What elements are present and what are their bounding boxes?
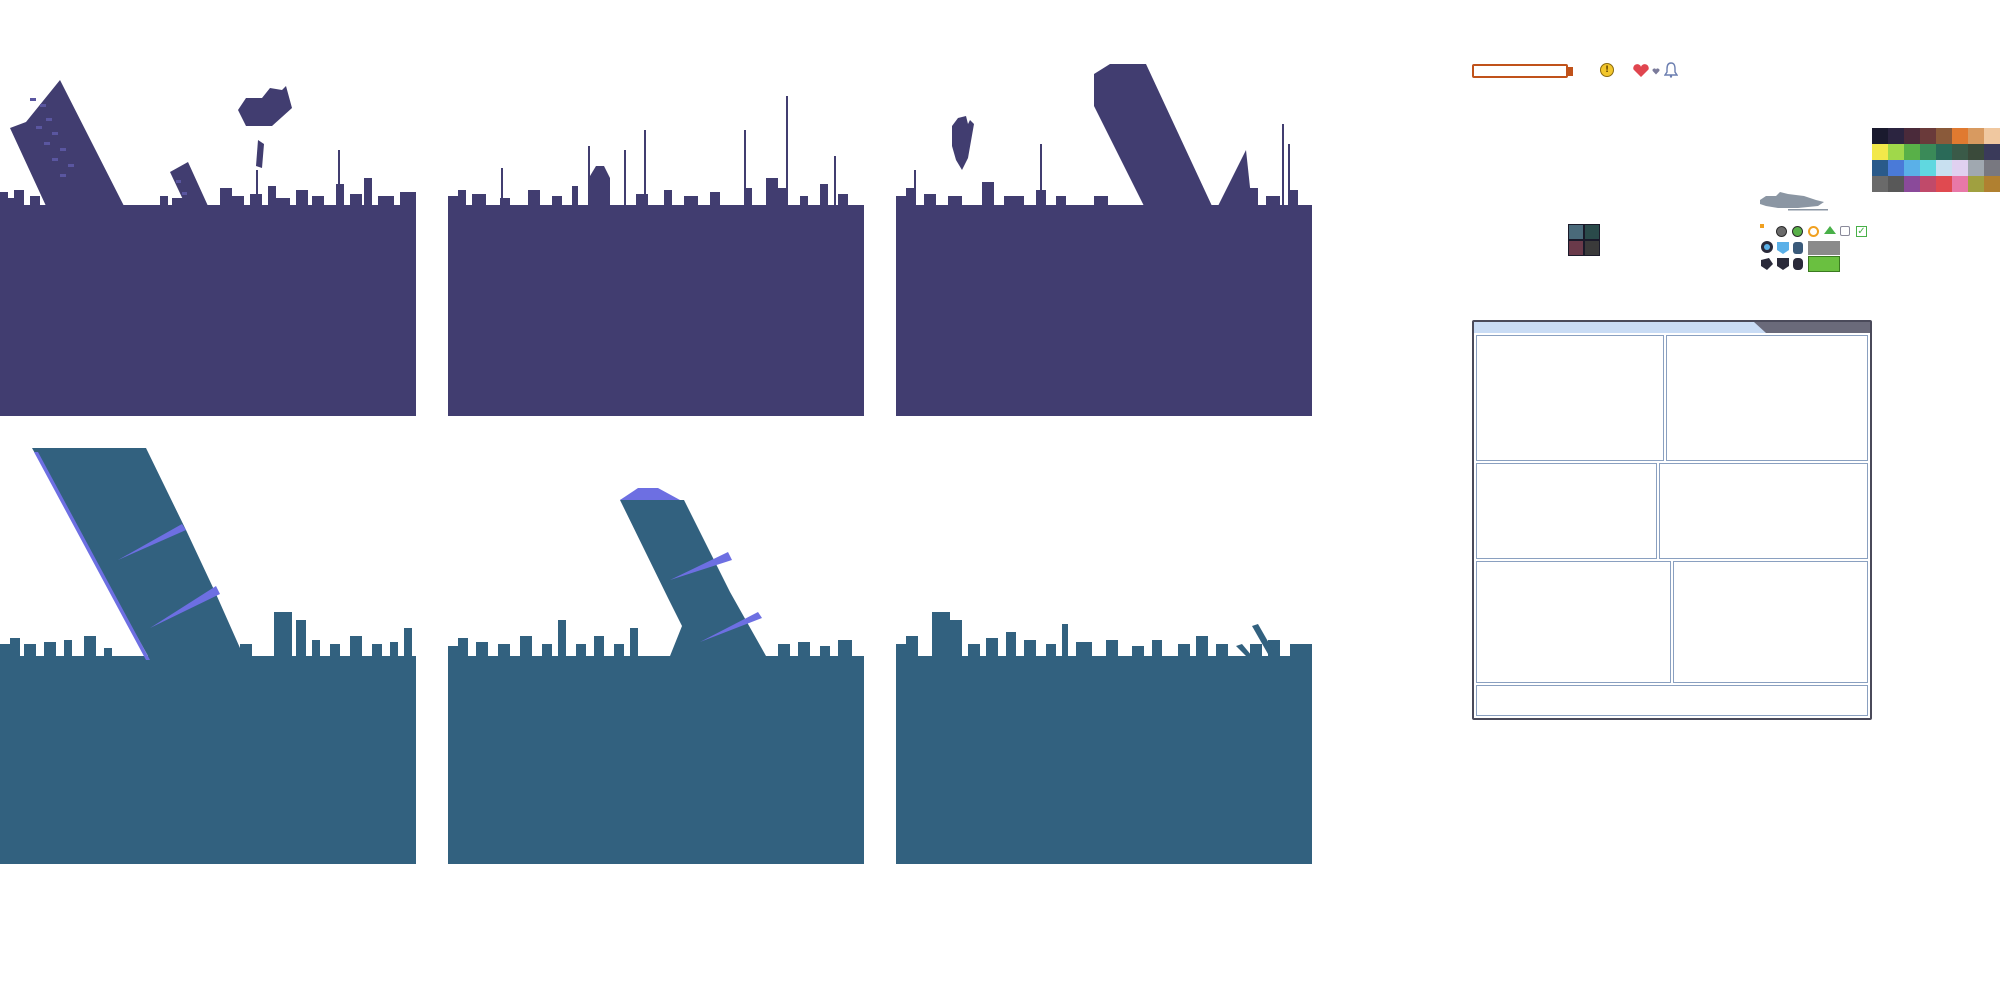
progress-bar-cap <box>1568 67 1573 76</box>
tile-icons <box>1568 224 1600 256</box>
gray-bar-swatch <box>1808 241 1840 255</box>
skyline-night-3 <box>896 0 1312 416</box>
palette-swatch[interactable] <box>1888 160 1904 176</box>
palette-swatch[interactable] <box>1904 176 1920 192</box>
palette-swatch[interactable] <box>1872 144 1888 160</box>
palette-swatch[interactable] <box>1872 128 1888 144</box>
palette-swatch[interactable] <box>1920 128 1936 144</box>
tile-icon <box>1568 224 1584 240</box>
palette-swatch[interactable] <box>1936 128 1952 144</box>
palette-swatch[interactable] <box>1904 144 1920 160</box>
coin-icon: ! <box>1600 63 1614 77</box>
ship-icon <box>1760 192 1828 211</box>
skyline-night-1 <box>0 0 416 416</box>
progress-bar <box>1472 64 1568 78</box>
palette-swatch[interactable] <box>1984 176 2000 192</box>
palette-swatch[interactable] <box>1888 176 1904 192</box>
pane-5 <box>1476 561 1671 683</box>
window-tab[interactable] <box>1754 322 1870 333</box>
palette-swatch[interactable] <box>1920 176 1936 192</box>
palette-swatch[interactable] <box>1904 160 1920 176</box>
palette-swatch[interactable] <box>1936 144 1952 160</box>
palette-swatch[interactable] <box>1936 176 1952 192</box>
palette-swatch[interactable] <box>1888 128 1904 144</box>
window-frame <box>1472 320 1872 720</box>
palette-swatch[interactable] <box>1952 160 1968 176</box>
empty-box-icon <box>1840 226 1850 236</box>
pane-1 <box>1476 335 1664 461</box>
small-heart-icon <box>1652 68 1660 75</box>
palette-swatch[interactable] <box>1920 144 1936 160</box>
palette-swatch[interactable] <box>1952 176 1968 192</box>
palette-swatch[interactable] <box>1968 144 1984 160</box>
palette-swatch[interactable] <box>1968 176 1984 192</box>
pane-6 <box>1673 561 1868 683</box>
skyline-night-2 <box>448 0 864 416</box>
palette-swatch[interactable] <box>1968 128 1984 144</box>
palette-swatch[interactable] <box>1952 144 1968 160</box>
dot-icon <box>1760 224 1764 228</box>
tile-icon <box>1584 224 1600 240</box>
palette-swatch[interactable] <box>1984 144 2000 160</box>
pane-footer <box>1476 685 1868 716</box>
palette-swatch[interactable] <box>1920 160 1936 176</box>
palette-swatch[interactable] <box>1952 128 1968 144</box>
window-title-bar[interactable] <box>1474 322 1870 333</box>
palette-swatch[interactable] <box>1968 160 1984 176</box>
sprite-cluster <box>1760 240 1808 272</box>
tile-icon <box>1568 240 1584 256</box>
skyline-day-3 <box>896 448 1312 864</box>
up-arrow-icon <box>1824 226 1836 234</box>
pane-3 <box>1476 463 1657 559</box>
heart-icon <box>1633 64 1649 77</box>
tile-icon <box>1584 240 1600 256</box>
pane-4 <box>1659 463 1868 559</box>
status-icon-row: ✓ <box>1760 224 1890 240</box>
palette-swatch[interactable] <box>1872 160 1888 176</box>
palette-swatch[interactable] <box>1936 160 1952 176</box>
gold-ring-icon <box>1808 226 1819 237</box>
pane-2 <box>1666 335 1868 461</box>
skyline-day-1 <box>0 448 416 864</box>
palette-swatch[interactable] <box>1904 128 1920 144</box>
palette-swatch[interactable] <box>1984 128 2000 144</box>
bell-icon <box>1664 62 1678 78</box>
green-circle-icon <box>1792 226 1803 237</box>
palette-swatch[interactable] <box>1984 160 2000 176</box>
coin-glyph: ! <box>1604 65 1610 75</box>
gray-circle-icon <box>1776 226 1787 237</box>
palette-swatch[interactable] <box>1888 144 1904 160</box>
skyline-day-2 <box>448 448 864 864</box>
check-box-icon: ✓ <box>1856 226 1867 237</box>
green-bar-swatch <box>1808 256 1840 272</box>
color-palette <box>1872 128 2000 192</box>
palette-swatch[interactable] <box>1872 176 1888 192</box>
